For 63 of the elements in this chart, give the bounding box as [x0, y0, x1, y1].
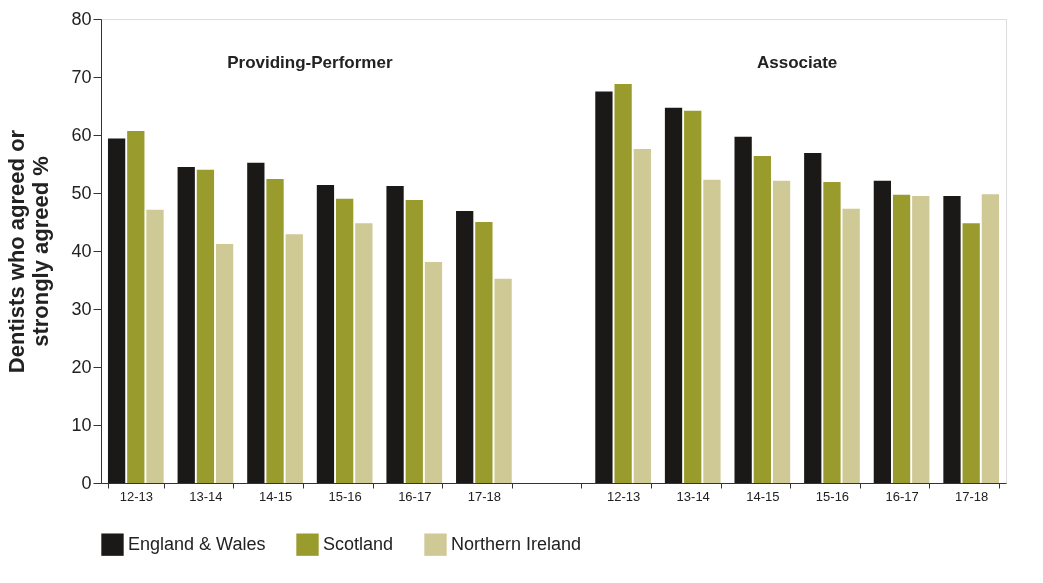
bar	[336, 198, 354, 483]
bar	[912, 195, 930, 483]
bar	[177, 166, 195, 483]
bar	[892, 194, 911, 483]
y-tick-label: 50	[71, 182, 92, 203]
x-tick-label: 17-18	[955, 488, 989, 504]
bar	[804, 152, 822, 483]
bar	[196, 169, 215, 483]
x-tick-label: 13-14	[676, 488, 710, 504]
legend-label: England & Wales	[128, 533, 266, 554]
legend-label: Northern Ireland	[451, 533, 582, 554]
bar	[823, 181, 841, 483]
annotation: Associate	[756, 53, 838, 72]
bar	[595, 91, 613, 483]
y-tick-label: 20	[71, 356, 92, 377]
bar	[146, 209, 164, 483]
bar	[424, 262, 443, 483]
bar	[355, 223, 373, 483]
x-tick-label: 16-17	[885, 488, 919, 504]
bar	[753, 155, 771, 483]
y-tick-label: 30	[71, 298, 92, 319]
bar	[633, 148, 651, 483]
bar	[494, 278, 512, 483]
y-tick-label: 0	[81, 472, 92, 493]
bar	[873, 180, 892, 483]
y-tick-label: 70	[71, 66, 92, 87]
x-tick-label: 17-18	[467, 488, 502, 504]
bar	[842, 208, 860, 483]
bar	[734, 136, 752, 483]
x-tick-label: 14-15	[746, 488, 780, 504]
annotation: Providing-Performer	[227, 53, 393, 72]
x-tick-label: 15-16	[328, 488, 362, 504]
bar	[127, 130, 145, 483]
y-axis-title: Dentists who agreed or strongly agreed %	[4, 129, 54, 374]
x-tick-label: 13-14	[189, 488, 223, 504]
bar	[456, 210, 474, 483]
x-tick-label: 15-16	[815, 488, 850, 504]
bar	[614, 83, 632, 483]
y-tick-label: 80	[71, 8, 92, 29]
bar	[981, 194, 1000, 483]
x-tick-label: 16-17	[398, 488, 432, 504]
bar	[684, 110, 702, 483]
x-tick-label: 14-15	[258, 488, 293, 504]
bar	[285, 234, 303, 483]
bar	[664, 107, 683, 483]
bar	[405, 199, 423, 483]
x-tick-label: 12-13	[606, 488, 641, 504]
bar	[772, 180, 791, 483]
y-tick-label: 10	[71, 414, 92, 435]
bar	[943, 195, 961, 483]
bar	[386, 186, 404, 483]
y-tick-label: 60	[71, 124, 92, 145]
y-tick-label: 40	[71, 240, 92, 261]
legend-label: Scotland	[323, 533, 394, 554]
bar	[703, 179, 721, 483]
bar	[107, 138, 126, 483]
bar	[316, 184, 335, 483]
bar	[215, 244, 234, 483]
x-tick-label: 12-13	[119, 488, 153, 504]
bar	[266, 179, 284, 483]
bar	[962, 223, 980, 483]
bar	[247, 162, 265, 483]
bar	[475, 222, 493, 483]
